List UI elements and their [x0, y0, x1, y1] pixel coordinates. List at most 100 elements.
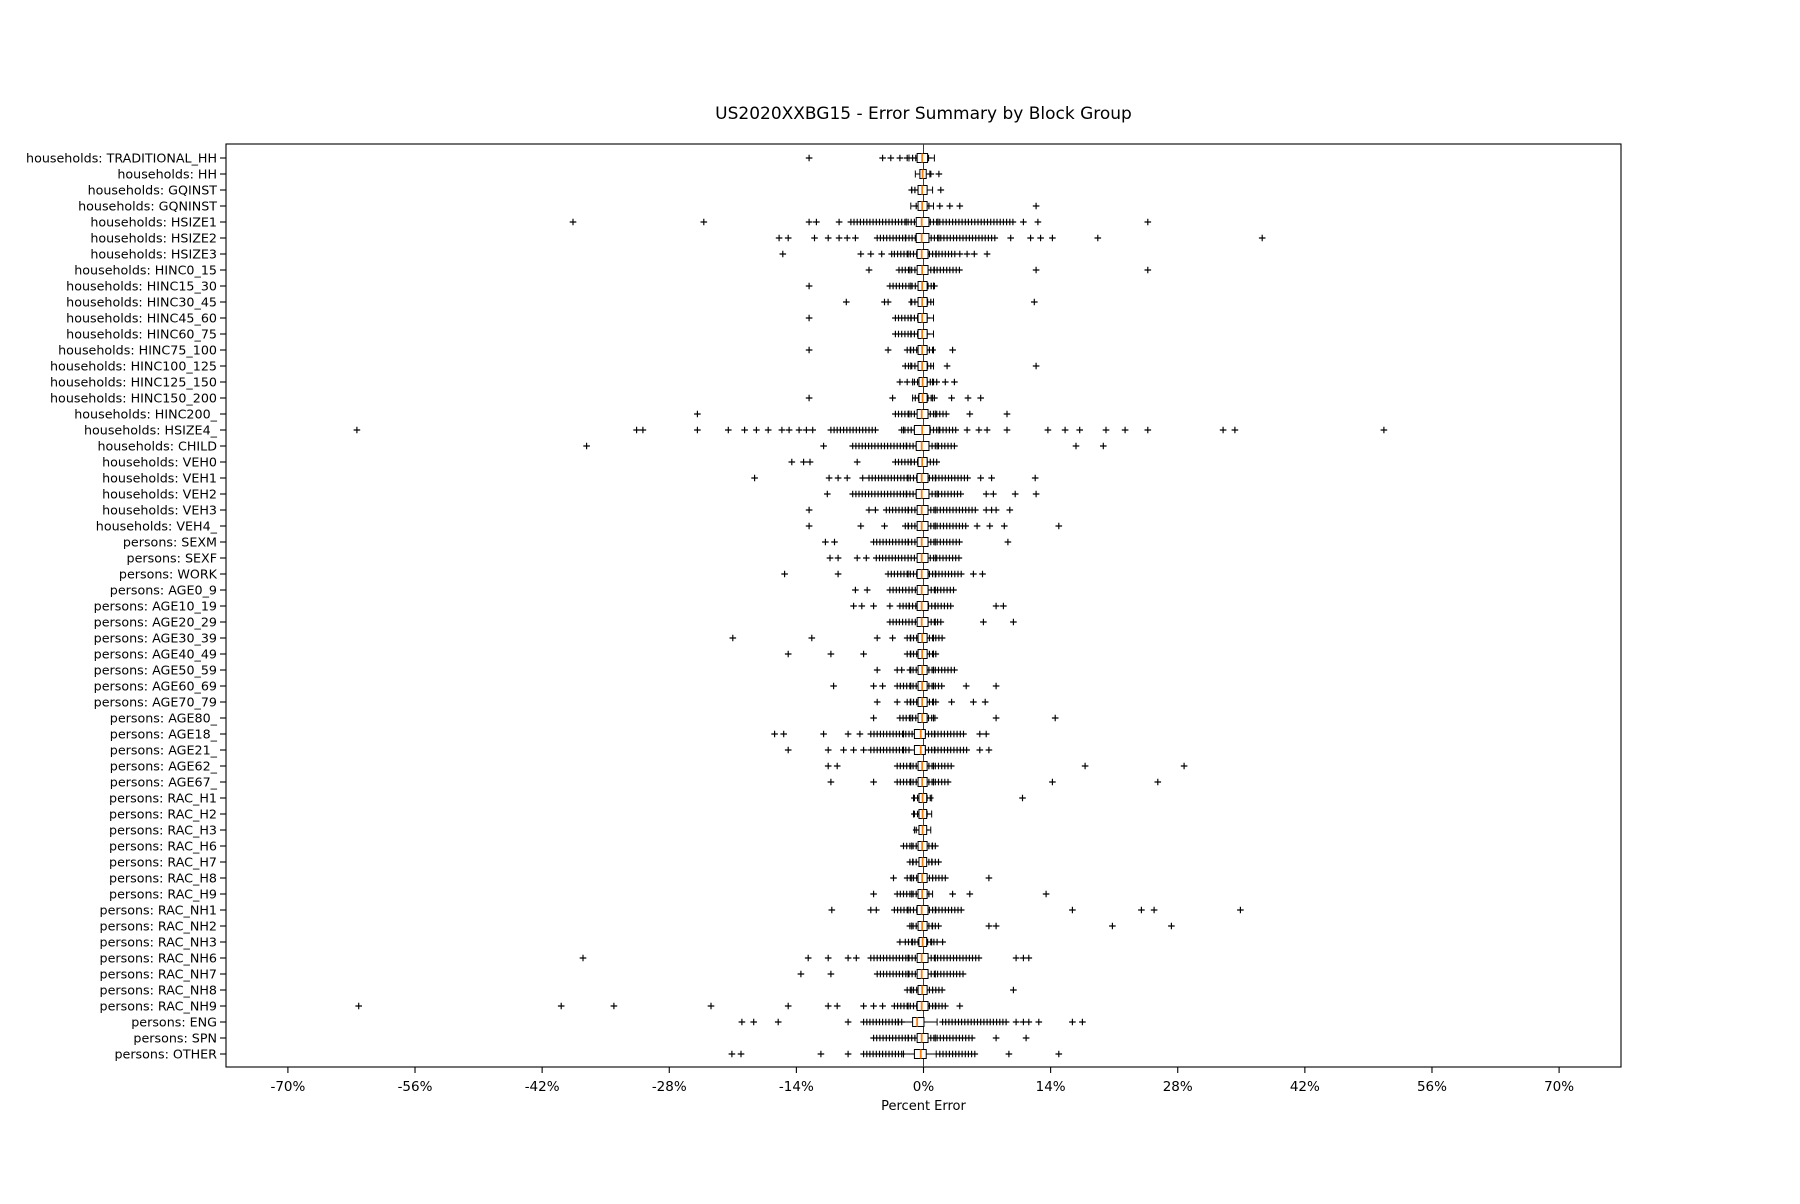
x-tick-label: 70%: [1544, 1079, 1574, 1095]
y-tick-label: persons: ENG: [131, 1014, 217, 1029]
boxplot-row: [569, 217, 1152, 227]
y-tick-label: persons: WORK: [119, 566, 218, 581]
boxplot-row: [805, 505, 1014, 515]
boxplot-row: [824, 761, 1188, 771]
boxplot-row: [694, 409, 1011, 419]
y-tick-label: persons: RAC_NH6: [100, 950, 217, 965]
boxplot-row: [865, 265, 1152, 275]
y-tick-label: persons: AGE67_: [110, 774, 218, 789]
y-tick-label: households: VEH0: [102, 454, 217, 469]
box: [912, 1017, 925, 1027]
box: [916, 969, 929, 979]
y-tick-label: persons: AGE30_39: [94, 630, 217, 645]
box: [916, 585, 929, 595]
box: [916, 553, 929, 563]
x-axis-label: Percent Error: [881, 1099, 966, 1114]
boxplot-row: [728, 1049, 1063, 1059]
boxplot-row: [873, 665, 958, 675]
y-tick-label: persons: AGE0_9: [110, 582, 217, 597]
y-tick-label: persons: RAC_NH3: [100, 934, 217, 949]
box: [916, 249, 929, 259]
boxplot-row: [903, 985, 1017, 995]
boxplot-row: [902, 361, 1040, 371]
y-tick-label: persons: RAC_H2: [109, 806, 217, 821]
boxplot-rows: [353, 153, 1388, 1059]
boxplot-row: [805, 345, 956, 355]
boxplot-row: [805, 153, 935, 163]
boxplot-row: [827, 777, 1162, 787]
boxplot-row: [896, 377, 958, 387]
y-tick-label: households: HINC30_45: [66, 294, 217, 309]
y-tick-label: households: CHILD: [97, 438, 217, 453]
box: [916, 905, 929, 915]
boxplot-row: [353, 425, 1388, 435]
boxplot-row: [850, 601, 1007, 611]
flier-markers: [927, 170, 943, 178]
boxplot-row: [830, 681, 1000, 691]
y-tick-label: persons: RAC_H8: [109, 870, 217, 885]
y-tick-label: persons: RAC_H7: [109, 854, 217, 869]
boxplot-row: [775, 233, 1266, 243]
boxplot-row: [886, 617, 1017, 627]
box: [915, 233, 930, 243]
y-tick-label: persons: RAC_H6: [109, 838, 217, 853]
y-tick-label: households: HINC75_100: [58, 342, 217, 357]
box: [916, 1033, 929, 1043]
box: [916, 569, 929, 579]
y-tick-label: persons: AGE40_49: [94, 646, 217, 661]
box: [915, 217, 930, 227]
box: [916, 953, 929, 963]
y-tick-label: persons: RAC_NH1: [100, 902, 217, 917]
y-tick-label: persons: RAC_NH2: [100, 918, 217, 933]
box: [916, 521, 929, 531]
box: [916, 617, 929, 627]
boxplot-row: [906, 921, 1175, 931]
boxplot-row: [892, 329, 934, 339]
x-tick-label: 28%: [1163, 1079, 1193, 1095]
y-tick-label: persons: AGE80_: [110, 710, 218, 725]
y-tick-label: persons: SEXF: [127, 550, 217, 565]
boxplot-row: [784, 745, 993, 755]
box: [915, 441, 930, 451]
y-tick-label: households: HSIZE4_: [84, 422, 218, 437]
boxplot-row: [738, 1017, 1086, 1027]
box: [916, 505, 929, 515]
boxplot-row: [579, 953, 1033, 963]
boxplot-row: [852, 585, 957, 595]
boxplot-row: [870, 1033, 1030, 1043]
y-tick-label: persons: AGE10_19: [94, 598, 217, 613]
boxplot-row: [805, 313, 934, 323]
boxplot-row: [843, 297, 1038, 307]
x-tick-label: -14%: [779, 1079, 814, 1095]
y-tick-label: households: HSIZE2: [90, 230, 217, 245]
chart-title: US2020XXBG15 - Error Summary by Block Gr…: [715, 104, 1132, 124]
y-tick-label: households: HINC100_125: [50, 358, 217, 373]
y-tick-label: households: HINC150_200: [50, 390, 217, 405]
boxplot-row: [355, 1001, 964, 1011]
boxplot-row: [805, 521, 1063, 531]
box: [916, 473, 929, 483]
boxplot-row: [914, 169, 943, 179]
y-tick-label: persons: AGE70_79: [94, 694, 217, 709]
y-tick-label: households: GQINST: [88, 182, 218, 197]
y-tick-label: persons: RAC_H1: [109, 790, 217, 805]
flier-markers: [728, 1050, 1063, 1058]
x-tick-label: 56%: [1417, 1079, 1447, 1095]
boxplot-row: [828, 905, 1244, 915]
boxplot-row: [824, 489, 1040, 499]
boxplot-row: [779, 249, 991, 259]
boxplot-row: [890, 873, 993, 883]
boxplot-row: [870, 713, 1059, 723]
y-tick-label: households: HINC60_75: [66, 326, 217, 341]
y-tick-label: persons: SEXM: [123, 534, 217, 549]
y-tick-label: persons: RAC_H9: [109, 886, 217, 901]
y-tick-label: households: HINC0_15: [74, 262, 217, 277]
y-tick-label: households: TRADITIONAL_HH: [26, 150, 217, 165]
box: [916, 537, 929, 547]
y-tick-label: households: VEH2: [102, 486, 217, 501]
box: [916, 409, 929, 419]
box: [916, 1001, 929, 1011]
x-tick-label: 42%: [1290, 1079, 1320, 1095]
